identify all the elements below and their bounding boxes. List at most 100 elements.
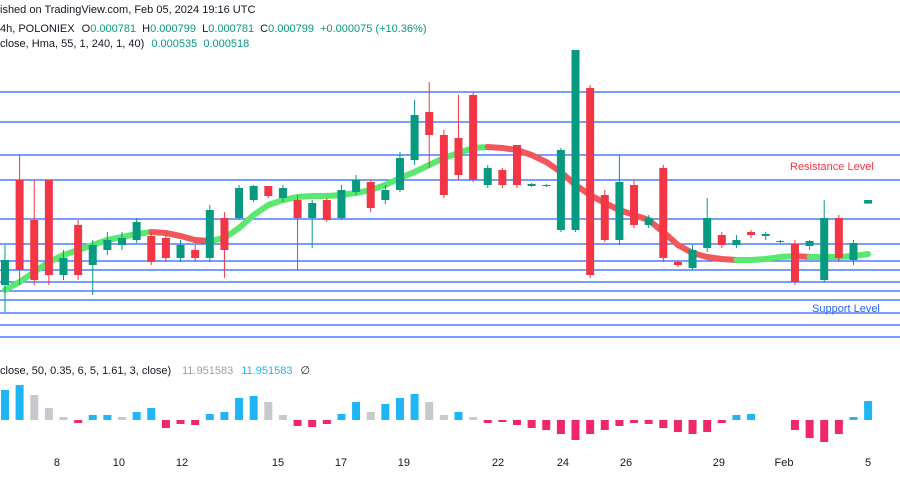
candle-body bbox=[483, 168, 492, 185]
candle-body bbox=[820, 218, 829, 280]
oscillator-bar bbox=[322, 420, 331, 424]
oscillator-bar bbox=[118, 417, 127, 420]
symbol-legend: 4h, POLONIEX O0.000781 H0.000799 L0.0007… bbox=[0, 23, 426, 35]
x-tick-label: 12 bbox=[176, 457, 188, 469]
candle-body bbox=[322, 200, 331, 220]
x-tick-label: 24 bbox=[557, 457, 569, 469]
candle-body bbox=[454, 138, 463, 175]
support-label: Support Level bbox=[812, 303, 880, 315]
candle-body bbox=[542, 185, 551, 186]
candle-body bbox=[161, 238, 170, 258]
candle-body bbox=[366, 182, 375, 208]
oscillator-bar bbox=[264, 402, 273, 420]
candle-body bbox=[220, 218, 229, 250]
oscillator-bar bbox=[0, 390, 9, 420]
oscillator-bar bbox=[249, 396, 258, 420]
candle-body bbox=[88, 245, 97, 265]
candle-body bbox=[630, 185, 639, 225]
oscillator-legend: close, 50, 0.35, 6, 5, 1.61, 3, close) 1… bbox=[0, 365, 310, 377]
oscillator-bar bbox=[747, 414, 756, 420]
candle-body bbox=[469, 95, 478, 180]
oscillator-bar bbox=[805, 420, 814, 438]
candle-body bbox=[103, 240, 112, 250]
oscillator-bar bbox=[352, 402, 361, 420]
oscillator-bar bbox=[864, 401, 873, 420]
indicator-legend: close, Hma, 55, 1, 240, 1, 40) 0.000535 … bbox=[0, 38, 249, 50]
x-tick-label: 10 bbox=[113, 457, 125, 469]
x-tick-label: 5 bbox=[865, 457, 871, 469]
candle-body bbox=[732, 240, 741, 245]
candle-body bbox=[147, 236, 156, 262]
oscillator-bar bbox=[161, 420, 170, 428]
oscillator-bar bbox=[410, 394, 419, 420]
oscillator-bar bbox=[615, 420, 624, 426]
candle-body bbox=[425, 112, 434, 135]
oscillator-bar bbox=[600, 420, 609, 430]
candle-body bbox=[118, 238, 127, 245]
oscillator-bar bbox=[717, 420, 726, 423]
candle-body bbox=[410, 115, 419, 160]
oscillator-bar bbox=[673, 420, 682, 432]
oscillator-bar bbox=[703, 420, 712, 432]
candle-body bbox=[59, 258, 68, 275]
oscillator-bar bbox=[439, 415, 448, 420]
oscillator-bar bbox=[556, 420, 565, 434]
candle-body bbox=[337, 190, 346, 218]
oscillator-bar bbox=[586, 420, 595, 434]
candle-body bbox=[790, 244, 799, 282]
candle-body bbox=[74, 225, 83, 275]
published-note: ished on TradingView.com, Feb 05, 2024 1… bbox=[0, 4, 255, 16]
candle-body bbox=[659, 168, 668, 258]
candle-body bbox=[498, 170, 507, 185]
oscillator-bar bbox=[278, 415, 287, 420]
resistance-label: Resistance Level bbox=[790, 161, 874, 173]
oscillator-bar bbox=[74, 420, 83, 423]
candle-body bbox=[864, 200, 873, 204]
oscillator-bar bbox=[659, 420, 668, 428]
candle-body bbox=[15, 180, 24, 270]
candle-body bbox=[249, 186, 258, 200]
indicator-value: 0.000535 bbox=[151, 38, 197, 50]
candle-body bbox=[717, 235, 726, 245]
candle-body bbox=[644, 218, 653, 225]
oscillator-bar bbox=[527, 420, 536, 428]
candle-body bbox=[352, 180, 361, 192]
x-tick-label: 8 bbox=[54, 457, 60, 469]
oscillator-bar bbox=[469, 417, 478, 420]
candle-body bbox=[834, 218, 843, 258]
candle-body bbox=[205, 210, 214, 258]
candle-body bbox=[849, 243, 858, 260]
oscillator-bar bbox=[395, 398, 404, 420]
candle-body bbox=[747, 232, 756, 235]
oscillator-bar bbox=[44, 408, 53, 420]
oscillator-indicator: close, 50, 0.35, 6, 5, 1.61, 3, close) bbox=[0, 365, 171, 377]
oscillator-bar bbox=[849, 417, 858, 420]
oscillator-bar bbox=[513, 420, 522, 425]
candle-body bbox=[395, 158, 404, 190]
candle-body bbox=[176, 245, 185, 258]
ohlc-value: 0.000781 bbox=[208, 23, 254, 35]
oscillator-bar bbox=[542, 420, 551, 430]
candle-body bbox=[308, 203, 317, 218]
oscillator-bar bbox=[235, 398, 244, 420]
candle-body bbox=[513, 145, 522, 185]
candle-body bbox=[571, 50, 580, 230]
oscillator-bar bbox=[132, 412, 141, 420]
ohlc-value: 0.000781 bbox=[90, 23, 136, 35]
oscillator-bar bbox=[498, 420, 507, 422]
oscillator-bar bbox=[571, 420, 580, 440]
candle-body bbox=[703, 218, 712, 248]
candle-body bbox=[381, 190, 390, 200]
oscillator-bar bbox=[176, 420, 185, 424]
candle-body bbox=[278, 188, 287, 198]
oscillator-bar bbox=[308, 420, 317, 427]
oscillator-bar bbox=[820, 420, 829, 442]
oscillator-bar bbox=[483, 420, 492, 423]
candle-body bbox=[688, 250, 697, 268]
candle-body bbox=[30, 220, 39, 280]
x-tick-label: Feb bbox=[775, 457, 794, 469]
oscillator-value: 11.951583 bbox=[182, 365, 233, 377]
candle-body bbox=[44, 180, 53, 275]
hma-band bbox=[236, 212, 257, 231]
ohlc-label: C bbox=[260, 23, 268, 35]
